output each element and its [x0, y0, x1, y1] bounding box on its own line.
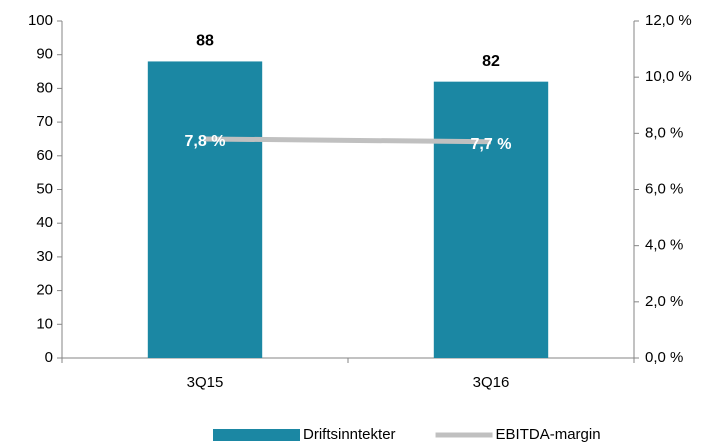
y-tick-label: 50 [36, 180, 53, 197]
line [204, 136, 492, 145]
y-tick-label: 30 [36, 248, 53, 265]
y-tick-label: 90 [36, 46, 53, 63]
y-tick-label: 70 [36, 113, 53, 130]
x-tick-label: 3Q15 [187, 374, 224, 391]
bar [147, 61, 263, 358]
y2-tick-label: 8,0 % [645, 124, 683, 141]
y2-tick-label: 4,0 % [645, 237, 683, 254]
y-tick-label: 10 [36, 315, 53, 332]
y-tick-label: 20 [36, 282, 53, 299]
bar-value-label: 82 [482, 53, 500, 70]
y2-tick-label: 10,0 % [645, 68, 692, 85]
legend-swatch [213, 429, 300, 441]
bar-value-label: 88 [196, 33, 214, 50]
y-tick-label: 60 [36, 147, 53, 164]
line-value-label: 7,8 % [185, 133, 226, 150]
x-tick-label: 3Q16 [473, 374, 510, 391]
legend-label: EBITDA-margin [496, 426, 601, 443]
legend-label: Driftsinntekter [303, 426, 396, 443]
line-value-label: 7,7 % [471, 136, 512, 153]
y2-tick-label: 12,0 % [645, 12, 692, 29]
y2-tick-label: 6,0 % [645, 180, 683, 197]
y-tick-label: 80 [36, 79, 53, 96]
y-tick-label: 0 [45, 349, 53, 366]
y2-tick-label: 0,0 % [645, 349, 683, 366]
y-tick-label: 40 [36, 214, 53, 231]
y2-tick-label: 2,0 % [645, 293, 683, 310]
bar [433, 81, 549, 358]
y-tick-label: 100 [28, 12, 53, 29]
